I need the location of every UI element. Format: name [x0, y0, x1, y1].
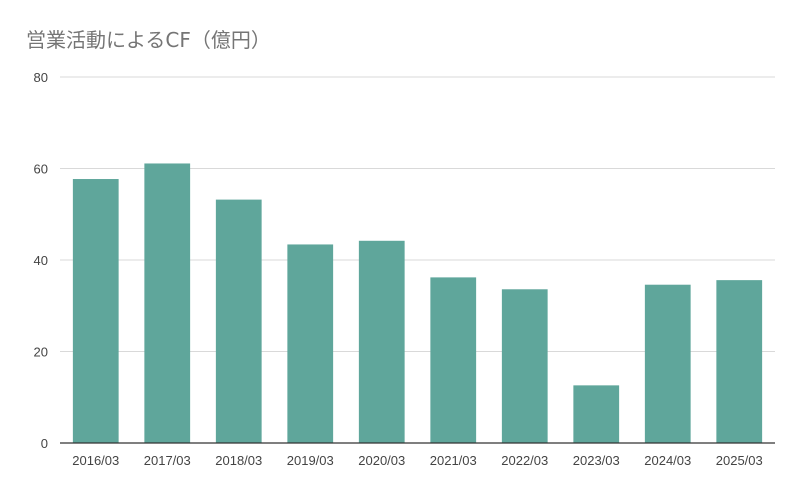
x-tick-label: 2017/03 [144, 453, 191, 468]
y-tick-label: 80 [34, 70, 48, 85]
x-tick-label: 2020/03 [358, 453, 405, 468]
bar [72, 179, 119, 443]
y-tick-label: 0 [41, 436, 48, 451]
y-tick-label: 20 [34, 345, 48, 360]
bar [215, 199, 262, 443]
x-tick-label: 2016/03 [72, 453, 119, 468]
y-tick-label: 40 [34, 253, 48, 268]
chart-title: 営業活動によるCF（億円） [26, 28, 271, 52]
bar [287, 244, 334, 443]
x-tick-label: 2023/03 [573, 453, 620, 468]
x-tick-label: 2018/03 [215, 453, 262, 468]
bar [573, 385, 620, 443]
bar [430, 277, 477, 443]
x-tick-label: 2024/03 [644, 453, 691, 468]
bar [358, 240, 405, 443]
bar [501, 289, 548, 443]
x-tick-label: 2019/03 [287, 453, 334, 468]
x-tick-label: 2025/03 [716, 453, 763, 468]
bar [644, 284, 691, 443]
bar [144, 163, 191, 443]
x-tick-label: 2021/03 [430, 453, 477, 468]
bar [716, 280, 763, 443]
y-tick-label: 60 [34, 162, 48, 177]
x-tick-label: 2022/03 [501, 453, 548, 468]
